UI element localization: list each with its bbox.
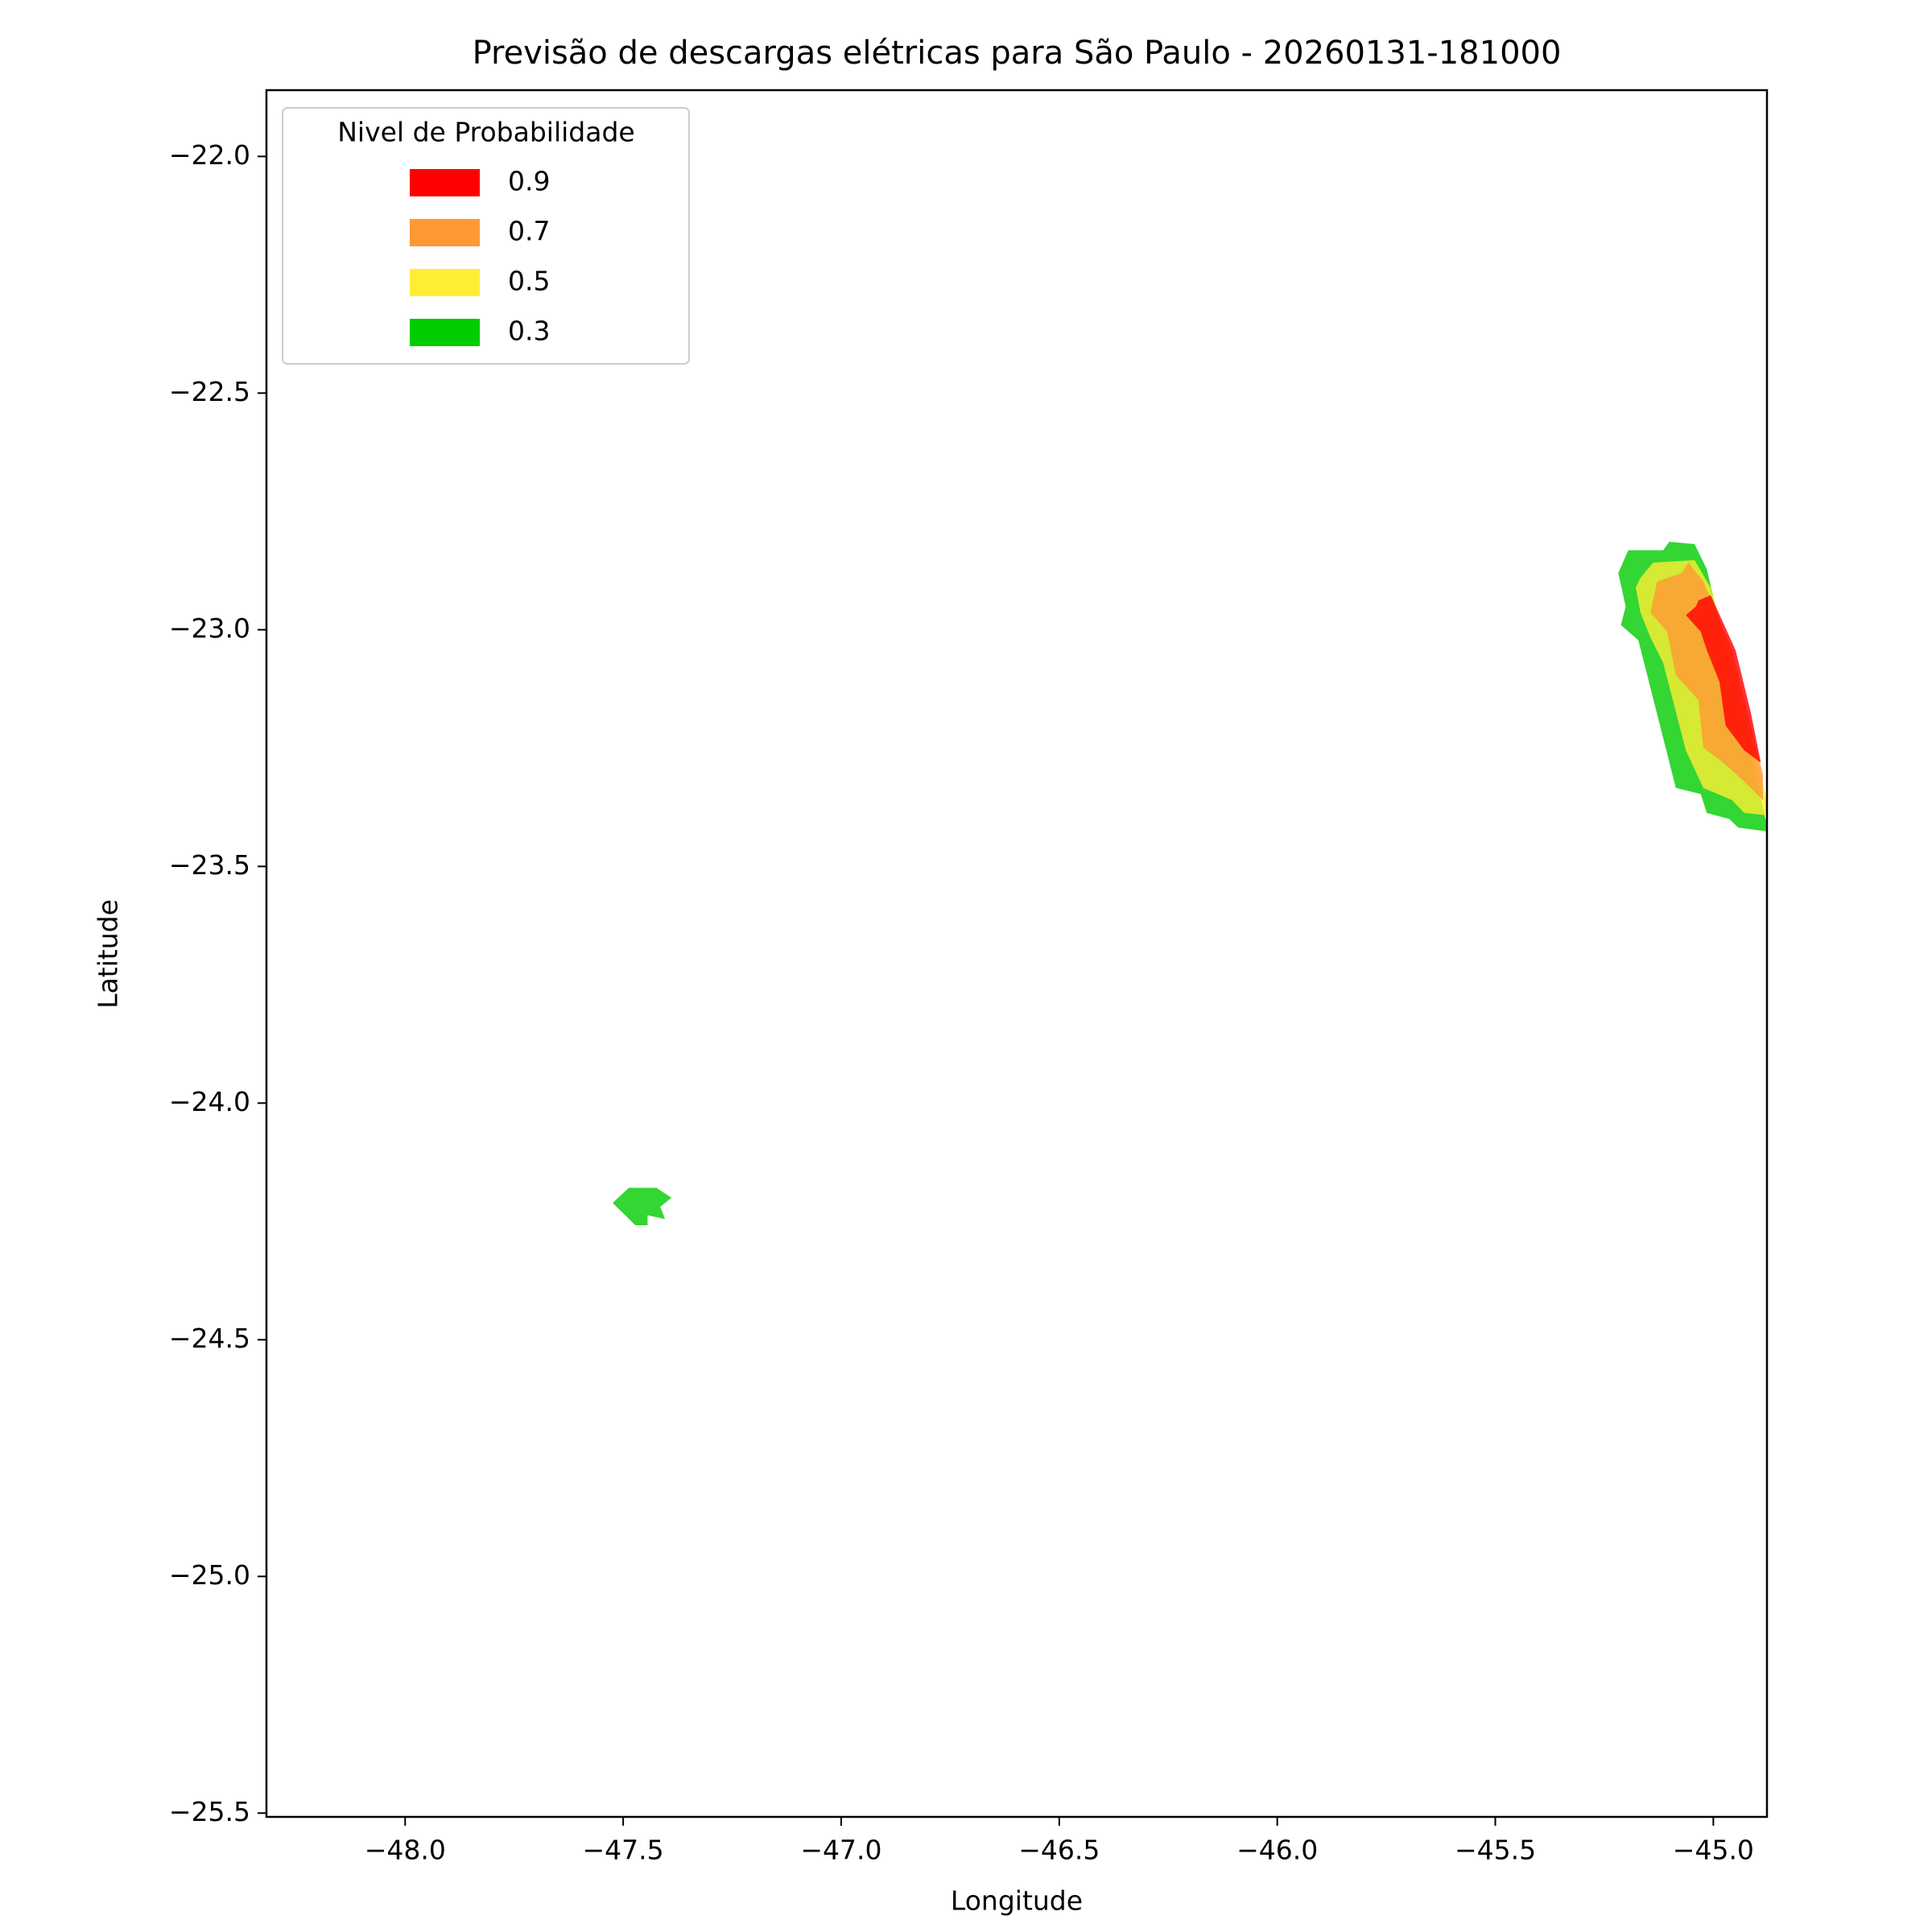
y-tick-label: −24.0 bbox=[169, 1086, 250, 1117]
legend-label: 0.7 bbox=[508, 216, 550, 247]
contour-region bbox=[1686, 595, 1761, 763]
y-tick-label: −25.0 bbox=[169, 1559, 250, 1591]
contour-region bbox=[613, 1187, 672, 1226]
y-tick-label: −22.0 bbox=[169, 139, 250, 171]
legend-swatch bbox=[410, 169, 480, 196]
legend-swatch bbox=[410, 269, 480, 296]
x-axis-label: Longitude bbox=[951, 1885, 1083, 1917]
x-tick-label: −46.0 bbox=[1236, 1835, 1318, 1866]
contour-region bbox=[1650, 562, 1764, 800]
legend-label: 0.5 bbox=[508, 266, 550, 297]
x-tick-label: −45.5 bbox=[1455, 1835, 1536, 1866]
x-tick-label: −47.5 bbox=[583, 1835, 664, 1866]
x-tick-label: −45.0 bbox=[1673, 1835, 1754, 1866]
y-tick-label: −23.0 bbox=[169, 613, 250, 644]
y-axis-label: Latitude bbox=[93, 899, 124, 1009]
legend: Nivel de Probabilidade 0.9 0.7 0.5 0.3 bbox=[282, 107, 690, 365]
legend-swatch bbox=[410, 319, 480, 346]
legend-label: 0.9 bbox=[508, 166, 550, 197]
plot-area bbox=[613, 541, 1767, 1226]
y-tick-label: −22.5 bbox=[169, 376, 250, 407]
chart-title: Previsão de descargas elétricas para São… bbox=[473, 35, 1562, 72]
y-tick-label: −25.5 bbox=[169, 1796, 250, 1827]
y-tick-label: −24.5 bbox=[169, 1323, 250, 1354]
legend-swatch bbox=[410, 219, 480, 246]
x-tick-label: −47.0 bbox=[800, 1835, 881, 1866]
y-tick-label: −23.5 bbox=[169, 849, 250, 881]
x-tick-label: −48.0 bbox=[365, 1835, 446, 1866]
legend-title: Nivel de Probabilidade bbox=[337, 117, 634, 148]
legend-box bbox=[282, 107, 690, 365]
x-tick-label: −46.5 bbox=[1018, 1835, 1100, 1866]
legend-label: 0.3 bbox=[508, 316, 550, 347]
axes-frame bbox=[265, 89, 1769, 1818]
